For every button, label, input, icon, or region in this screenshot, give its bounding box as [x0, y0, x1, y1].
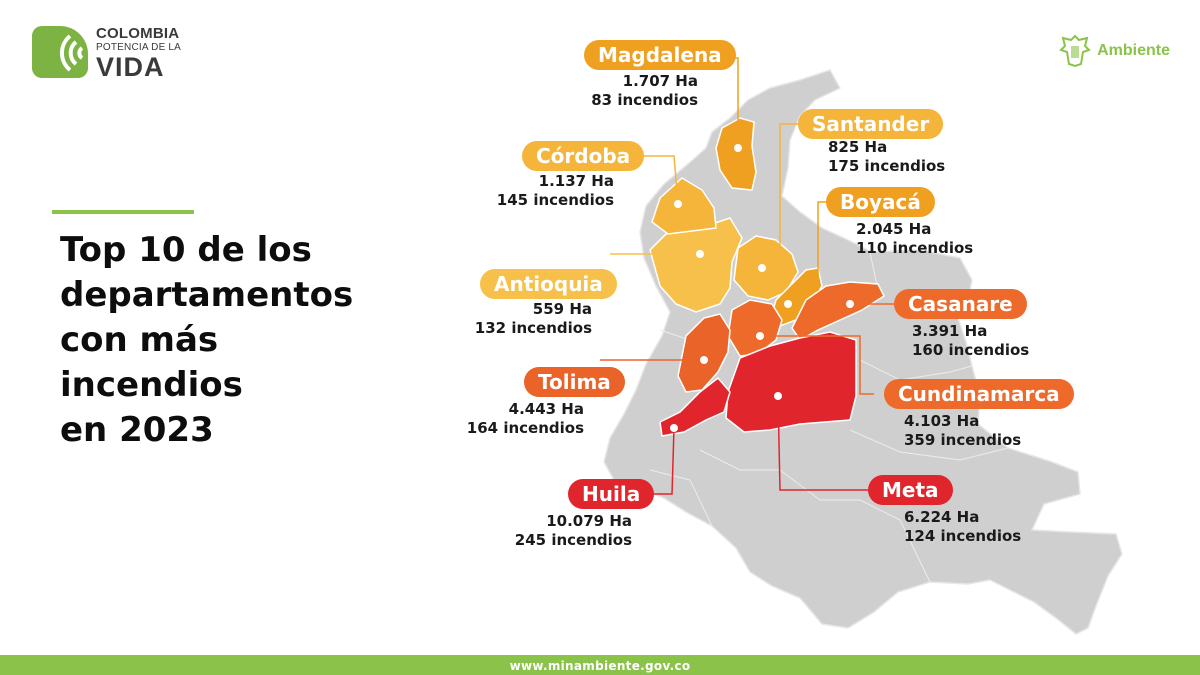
stat-antioquia: 559 Ha 132 incendios: [470, 300, 592, 338]
marker-cundinamarca: [756, 332, 764, 340]
footer-url[interactable]: www.minambiente.gov.co: [509, 659, 691, 673]
marker-cordoba: [674, 200, 682, 208]
marker-meta: [774, 392, 782, 400]
title-line-3: con más: [60, 320, 219, 360]
logo-mark-icon: [32, 26, 88, 78]
stat-antioquia-area: 559 Ha: [532, 300, 592, 318]
internal-borders: [649, 251, 1009, 583]
leader-line-boyaca: [789, 201, 826, 305]
region-tolima: [677, 313, 731, 393]
title-line-2: departamentos: [60, 275, 354, 315]
region-cundinamarca: [727, 299, 783, 357]
marker-boyaca: [784, 300, 792, 308]
stat-meta: 6.224 Ha 124 incendios: [904, 508, 1021, 546]
stat-casanare: 3.391 Ha 160 incendios: [912, 322, 1029, 360]
leader-line-cundinamarca: [760, 335, 874, 395]
label-boyaca: Boyacá: [826, 187, 935, 217]
title-line-1: Top 10 de los: [60, 230, 312, 270]
marker-antioquia: [696, 250, 704, 258]
region-huila: [659, 376, 731, 437]
region-magdalena: [715, 117, 757, 191]
stat-huila: 10.079 Ha 245 incendios: [508, 512, 632, 550]
stat-casanare-area: 3.391 Ha: [912, 322, 988, 340]
ministry-logo: Ambiente: [1059, 34, 1170, 68]
label-magdalena: Magdalena: [584, 40, 736, 70]
page-title: Top 10 de los departamentos con más ince…: [60, 228, 440, 453]
stat-casanare-fires: 160 incendios: [912, 341, 1030, 359]
ministry-label: Ambiente: [1097, 42, 1170, 59]
logo-line-1: COLOMBIA: [96, 25, 180, 42]
stat-boyaca-fires: 110 incendios: [856, 239, 974, 257]
stat-cordoba: 1.137 Ha 145 incendios: [490, 172, 614, 210]
logo-wordmark: COLOMBIA POTENCIA DE LA VIDA: [96, 26, 181, 81]
stat-huila-area: 10.079 Ha: [546, 512, 632, 530]
stat-meta-fires: 124 incendios: [904, 527, 1022, 545]
marker-casanare: [846, 300, 854, 308]
stat-boyaca: 2.045 Ha 110 incendios: [856, 220, 973, 258]
label-meta: Meta: [868, 475, 953, 505]
region-meta: [725, 331, 857, 433]
title-line-4: incendios: [60, 365, 243, 405]
label-antioquia: Antioquia: [480, 269, 617, 299]
stat-cundinamarca-fires: 359 incendios: [904, 431, 1022, 449]
stat-meta-area: 6.224 Ha: [904, 508, 980, 526]
title-line-5: en 2023: [60, 410, 214, 450]
stat-huila-fires: 245 incendios: [514, 531, 632, 549]
region-cordoba: [651, 177, 717, 235]
coat-of-arms-icon: [1059, 34, 1091, 68]
stat-tolima-area: 4.443 Ha: [508, 400, 584, 418]
leader-line-cordoba: [634, 155, 679, 205]
stat-cundinamarca: 4.103 Ha 359 incendios: [904, 412, 1021, 450]
label-tolima: Tolima: [524, 367, 625, 397]
stat-santander-fires: 175 incendios: [828, 157, 946, 175]
leader-lines: [600, 57, 896, 495]
stat-boyaca-area: 2.045 Ha: [856, 220, 932, 238]
title-accent-rule: [52, 210, 194, 214]
marker-tolima: [700, 356, 708, 364]
stat-santander-area: 825 Ha: [828, 138, 888, 156]
stat-magdalena-area: 1.707 Ha: [622, 72, 698, 90]
colombia-outline: [603, 69, 1123, 635]
leader-line-meta: [777, 395, 870, 491]
marker-magdalena: [734, 144, 742, 152]
region-markers: [670, 144, 854, 432]
logo-line-2: POTENCIA DE LA: [96, 42, 182, 53]
stat-magdalena: 1.707 Ha 83 incendios: [590, 72, 698, 110]
marker-santander: [758, 264, 766, 272]
marker-huila: [670, 424, 678, 432]
stat-cundinamarca-area: 4.103 Ha: [904, 412, 980, 430]
stat-magdalena-fires: 83 incendios: [591, 91, 698, 109]
label-santander: Santander: [798, 109, 944, 139]
stat-tolima-fires: 164 incendios: [466, 419, 584, 437]
stat-cordoba-fires: 145 incendios: [496, 191, 614, 209]
stat-cordoba-area: 1.137 Ha: [538, 172, 614, 190]
colombia-potencia-de-la-vida-logo: COLOMBIA POTENCIA DE LA VIDA: [32, 26, 192, 82]
stat-santander: 825 Ha 175 incendios: [828, 138, 945, 176]
stat-tolima: 4.443 Ha 164 incendios: [462, 400, 584, 438]
footer-bar: www.minambiente.gov.co: [0, 655, 1200, 675]
stat-antioquia-fires: 132 incendios: [474, 319, 592, 337]
label-cundinamarca: Cundinamarca: [884, 379, 1074, 409]
label-cordoba: Córdoba: [522, 141, 645, 171]
label-huila: Huila: [568, 479, 655, 509]
leader-line-santander: [761, 123, 800, 269]
logo-line-3: VIDA: [96, 52, 165, 82]
label-casanare: Casanare: [894, 289, 1027, 319]
